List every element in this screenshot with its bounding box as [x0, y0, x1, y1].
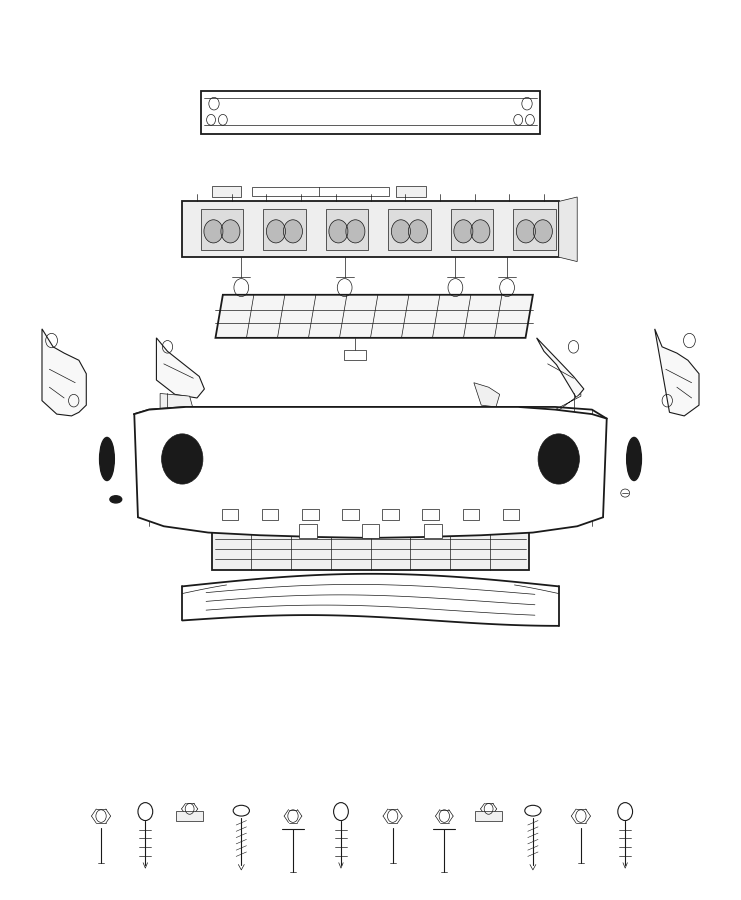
Circle shape	[471, 220, 490, 243]
Polygon shape	[548, 393, 581, 419]
Polygon shape	[473, 382, 499, 407]
Circle shape	[408, 220, 428, 243]
Ellipse shape	[233, 806, 250, 816]
Circle shape	[538, 434, 579, 484]
Ellipse shape	[110, 496, 122, 503]
Bar	[201, 91, 540, 134]
Polygon shape	[655, 328, 699, 416]
Polygon shape	[536, 338, 584, 398]
Bar	[176, 811, 203, 822]
Circle shape	[391, 220, 411, 243]
Bar	[326, 209, 368, 250]
Polygon shape	[396, 186, 426, 197]
Bar	[513, 209, 556, 250]
Bar	[362, 525, 379, 538]
Ellipse shape	[627, 437, 642, 481]
Bar	[388, 209, 431, 250]
Polygon shape	[160, 393, 193, 419]
Bar	[502, 509, 519, 520]
Circle shape	[283, 220, 302, 243]
Bar	[462, 509, 479, 520]
Circle shape	[534, 220, 552, 243]
Bar	[222, 509, 239, 520]
Bar	[425, 525, 442, 538]
Polygon shape	[559, 197, 577, 262]
Bar	[262, 509, 279, 520]
Bar	[451, 209, 493, 250]
Polygon shape	[253, 187, 389, 196]
Ellipse shape	[99, 437, 114, 481]
Polygon shape	[134, 407, 607, 538]
Circle shape	[454, 220, 473, 243]
Bar	[422, 509, 439, 520]
Bar	[475, 811, 502, 822]
Circle shape	[329, 220, 348, 243]
Bar	[299, 525, 316, 538]
Circle shape	[516, 220, 535, 243]
Polygon shape	[212, 186, 242, 197]
Polygon shape	[156, 338, 205, 398]
Ellipse shape	[525, 806, 541, 816]
Bar	[182, 202, 559, 257]
Bar	[201, 209, 243, 250]
Circle shape	[204, 220, 223, 243]
Polygon shape	[42, 328, 86, 416]
Bar	[263, 209, 305, 250]
Bar	[342, 509, 359, 520]
Circle shape	[221, 220, 240, 243]
Circle shape	[267, 220, 285, 243]
Bar	[382, 509, 399, 520]
Bar	[302, 509, 319, 520]
Bar	[344, 349, 366, 360]
Polygon shape	[216, 295, 533, 338]
Bar	[212, 531, 529, 571]
Circle shape	[346, 220, 365, 243]
Circle shape	[162, 434, 203, 484]
